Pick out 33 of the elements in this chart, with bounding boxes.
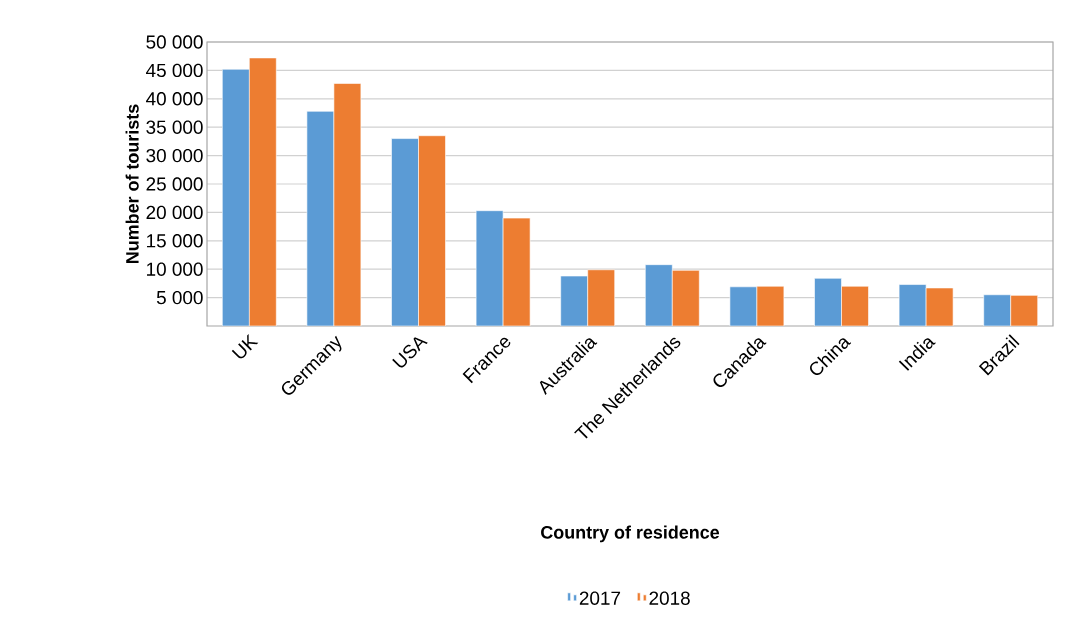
legend-label: 2018: [649, 591, 690, 605]
y-tick-label: 5 000: [156, 290, 203, 305]
x-tick-label: UK: [231, 334, 259, 359]
bar: [391, 138, 419, 326]
y-tick-label: 25 000: [146, 177, 203, 191]
y-tick-label: 40 000: [146, 92, 203, 106]
bar: [983, 294, 1011, 326]
bar: [418, 135, 446, 326]
bar: [476, 210, 504, 326]
x-axis-title: Country of residence: [541, 525, 720, 543]
y-tick-label: 15 000: [147, 234, 203, 248]
bar: [1010, 295, 1038, 326]
bar: [729, 286, 757, 326]
y-tick-label: 35 000: [146, 120, 203, 134]
y-tick-label: 20 000: [146, 205, 203, 220]
bar: [503, 218, 531, 326]
bar: [249, 57, 277, 326]
bar: [672, 270, 700, 326]
legend-label: 2017: [579, 591, 621, 605]
bar: [841, 286, 869, 326]
bar: [333, 83, 361, 326]
y-tick-label: 10 000: [147, 262, 203, 276]
bar: [306, 111, 334, 326]
bar: [814, 278, 842, 326]
bar: [560, 276, 588, 326]
bar: [222, 69, 250, 326]
y-axis-title: Number of tourists: [125, 104, 139, 263]
y-tick-label: 45 000: [146, 63, 203, 78]
bar: [587, 269, 615, 326]
x-tick-label: USA: [392, 337, 428, 368]
bar: [645, 264, 673, 326]
y-tick-label: 30 000: [146, 148, 203, 163]
y-tick-label: 50 000: [146, 35, 203, 49]
